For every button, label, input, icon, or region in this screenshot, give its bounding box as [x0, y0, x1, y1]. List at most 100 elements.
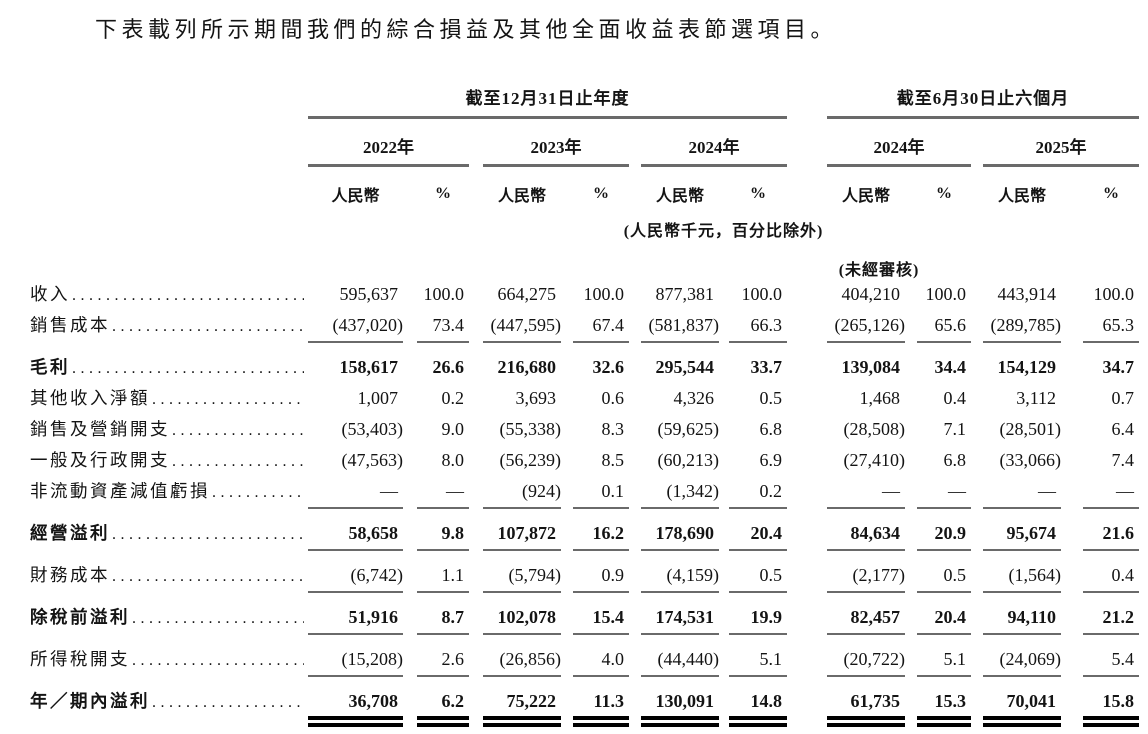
group-header-annual: 截至12月31日止年度	[308, 84, 788, 119]
spacer-cell	[561, 280, 573, 311]
spacer-cell	[719, 508, 729, 550]
spacer-cell	[787, 311, 827, 342]
value-cell: 5.1	[917, 634, 972, 677]
leader-dots	[112, 524, 304, 546]
value-cell: 0.4	[943, 388, 967, 408]
value-cell: 20.4	[729, 508, 788, 551]
value-cell: 58,658	[308, 508, 403, 551]
spacer-cell	[905, 634, 917, 676]
table-row: 非流動資產減值虧損 — — (924) 0.1 (1,342) 0.2 — — — —	[30, 477, 1140, 509]
spacer-cell	[905, 446, 917, 477]
value-cell: 15.3	[917, 676, 972, 727]
spacer-cell	[561, 342, 573, 384]
value-cell: 100.0	[1093, 284, 1135, 304]
value-cell: 1,468	[859, 388, 901, 408]
currency-header: 人民幣	[842, 188, 891, 205]
value-cell: (28,508)	[843, 419, 906, 439]
spacer-cell	[719, 477, 729, 508]
value-cell: (60,213)	[657, 450, 720, 470]
spacer-cell	[469, 118, 483, 166]
spacer-cell	[469, 342, 483, 384]
value-cell: 7.1	[943, 419, 967, 439]
spacer-cell	[403, 415, 417, 446]
year-header-2022: 2022年	[308, 117, 469, 167]
spacer-cell	[629, 311, 641, 342]
table-row: 財務成本(6,742)1.1(5,794)0.9(4,159)0.5(2,177…	[30, 550, 1140, 593]
spacer-cell	[971, 384, 983, 415]
spacer-cell	[971, 342, 983, 384]
value-cell: 5.4	[1083, 634, 1140, 677]
spacer-cell	[719, 415, 729, 446]
value-cell: 174,531	[641, 592, 719, 635]
value-cell: (47,563)	[341, 450, 404, 470]
value-cell: 3,693	[515, 388, 557, 408]
spacer-cell	[971, 592, 983, 634]
value-cell: 443,914	[997, 284, 1057, 304]
spacer-cell	[905, 384, 917, 415]
spacer-cell	[469, 446, 483, 477]
value-cell: (27,410)	[843, 450, 906, 470]
row-label: 銷售成本	[30, 311, 308, 342]
value-cell: 66.3	[729, 311, 788, 343]
value-cell: 8.0	[441, 450, 465, 470]
row-label-text: 非流動資產減值虧損	[30, 481, 210, 501]
value-cell: 32.6	[592, 357, 625, 377]
group-header-interim: 截至6月30日止六個月	[827, 84, 1140, 119]
spacer-cell	[1061, 477, 1083, 508]
value-cell: (581,837)	[641, 311, 719, 343]
spacer-cell	[403, 508, 417, 550]
value-cell: 0.1	[573, 477, 629, 509]
spacer-cell	[1061, 280, 1083, 311]
spacer-cell	[905, 342, 917, 384]
value-cell: 65.6	[917, 311, 972, 343]
spacer-cell	[1061, 384, 1083, 415]
value-cell: 73.4	[417, 311, 469, 343]
value-cell: 6.2	[417, 676, 469, 727]
value-cell: —	[1083, 477, 1140, 509]
spacer-cell	[719, 550, 729, 592]
value-cell: 26.6	[432, 357, 465, 377]
spacer-cell	[787, 280, 827, 311]
spacer-cell	[905, 415, 917, 446]
spacer-cell	[561, 311, 573, 342]
value-cell: 8.5	[601, 450, 625, 470]
value-cell: (2,177)	[827, 550, 906, 593]
row-label-text: 銷售成本	[30, 315, 110, 335]
row-label-text: 財務成本	[30, 565, 110, 585]
spacer-cell	[403, 676, 417, 722]
percent-header: %	[1103, 185, 1120, 202]
spacer-cell	[1061, 508, 1083, 550]
spacer-cell	[787, 508, 827, 550]
value-cell: 877,381	[655, 284, 715, 304]
row-label-text: 銷售及營銷開支	[30, 419, 170, 439]
spacer-cell	[561, 508, 573, 550]
spacer-cell	[403, 446, 417, 477]
value-cell: 16.2	[573, 508, 629, 551]
value-cell: (26,856)	[483, 634, 561, 677]
value-cell: 295,544	[655, 357, 715, 377]
spacer-cell	[629, 634, 641, 676]
value-cell: 216,680	[497, 357, 557, 377]
row-label: 毛利	[30, 342, 308, 384]
value-cell: (53,403)	[341, 419, 404, 439]
leader-dots	[132, 608, 304, 630]
unit-note: (人民幣千元，百分比除外)	[623, 223, 824, 240]
year-header-row: 2022年 2023年 2024年 2024年 2025年	[30, 117, 1140, 167]
value-cell: (15,208)	[308, 634, 403, 677]
value-cell: 20.9	[917, 508, 972, 551]
spacer-cell	[787, 550, 827, 592]
value-cell: 100.0	[583, 284, 625, 304]
financial-table: 截至12月31日止年度 截至6月30日止六個月 2022年 2023年 2024…	[30, 84, 1140, 727]
year-header-2025: 2025年	[983, 117, 1140, 167]
value-cell: 4,326	[673, 388, 715, 408]
leader-dots	[72, 358, 304, 380]
spacer-cell	[1061, 550, 1083, 592]
value-cell: 14.8	[729, 676, 788, 727]
spacer-cell	[905, 676, 917, 722]
spacer-cell	[719, 446, 729, 477]
value-cell: (1,342)	[641, 477, 719, 509]
value-cell: 34.7	[1102, 357, 1135, 377]
value-cell: 595,637	[339, 284, 399, 304]
spacer-cell	[971, 550, 983, 592]
value-cell: 100.0	[925, 284, 967, 304]
